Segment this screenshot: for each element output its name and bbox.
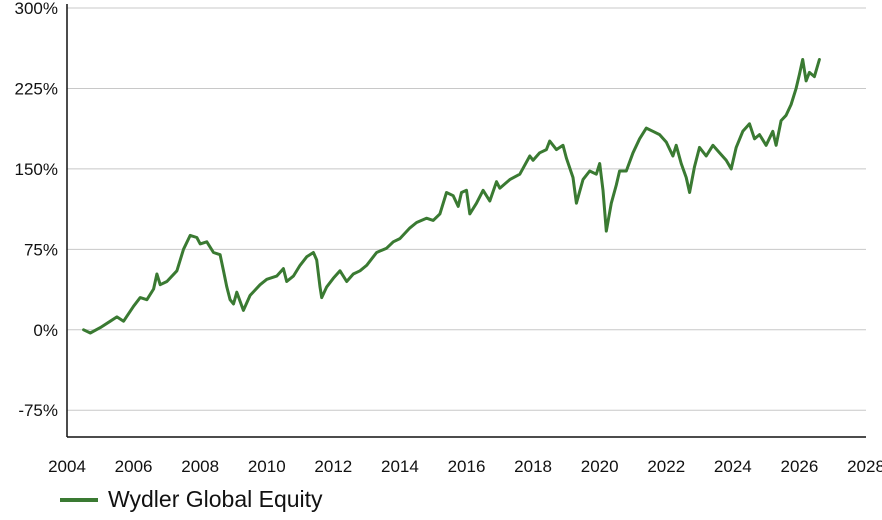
x-tick-label: 2028 [847,457,882,476]
series-line [82,58,821,335]
x-tick-label: 2004 [48,457,86,476]
y-tick-label: 300% [15,0,58,18]
x-tick-label: 2012 [314,457,352,476]
x-tick-label: 2010 [248,457,286,476]
y-tick-label: 225% [15,79,58,98]
x-axis-tick-labels: 2004 2006 2008 2010 2012 2014 2016 2018 2020 2022… [48,457,882,476]
series-layer [82,58,821,335]
legend-swatch [60,497,98,502]
x-tick-label: 2024 [714,457,752,476]
y-gridlines [67,7,866,411]
x-tick-label: 2020 [581,457,619,476]
x-tick-label: 2016 [448,457,486,476]
x-tick-label: 2014 [381,457,419,476]
line-chart: -75%0%75%150%225%300% 2004 2006 2008 2010 20… [15,0,882,476]
x-tick-label: 2006 [115,457,153,476]
y-tick-label: 75% [24,240,58,259]
legend-label: Wydler Global Equity [108,486,323,512]
legend: Wydler Global Equity [60,486,323,513]
x-tick-label: 2008 [181,457,219,476]
y-axis-tick-labels: -75% 0% 75% 150% 225% 300% [15,0,58,420]
x-tick-label: 2026 [781,457,819,476]
x-tick-label: 2022 [647,457,685,476]
x-tick-label: 2018 [514,457,552,476]
y-tick-label: 0% [33,321,58,340]
y-tick-label: 150% [15,160,58,179]
y-tick-label: -75% [18,401,58,420]
